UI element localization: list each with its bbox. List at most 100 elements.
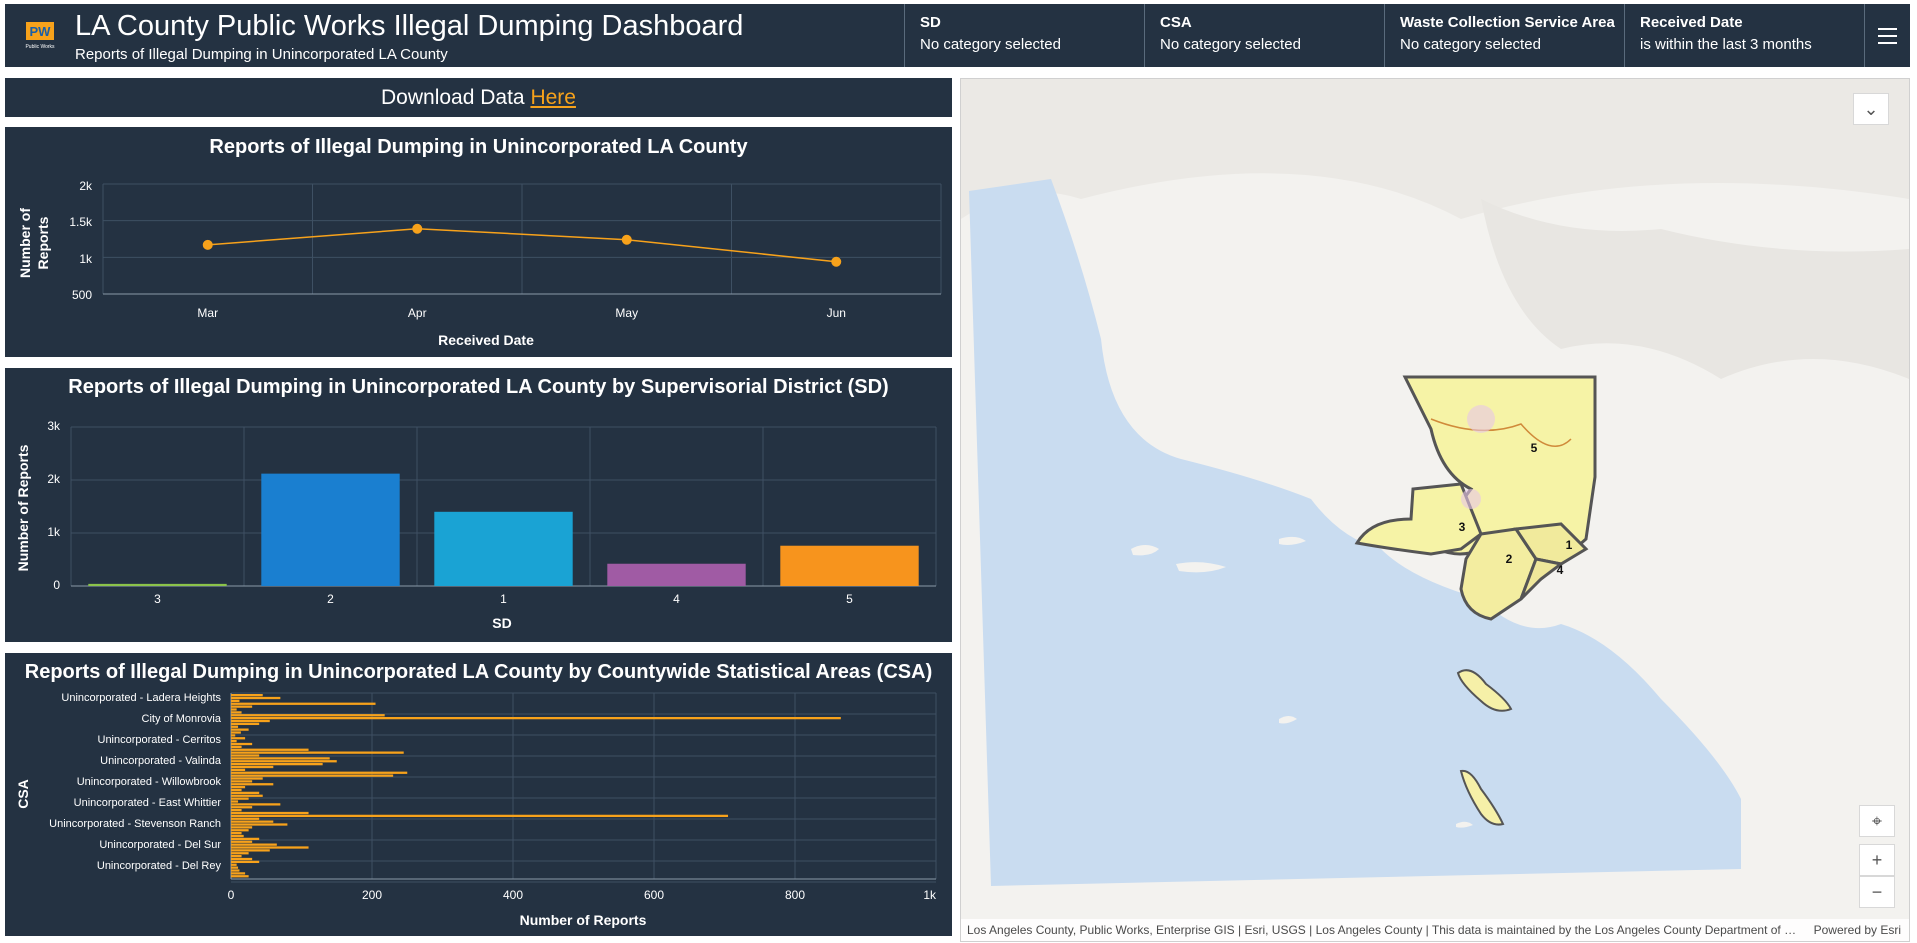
bar[interactable]: [231, 806, 253, 809]
bar[interactable]: [231, 832, 242, 835]
bar[interactable]: [231, 846, 309, 849]
x-axis-label: SD: [492, 615, 511, 631]
bar[interactable]: [231, 837, 260, 841]
map-canvas[interactable]: 5 3 2 1 4: [961, 79, 1909, 941]
bar[interactable]: [231, 826, 253, 829]
category-label: Unincorporated - Willowbrook: [77, 776, 222, 788]
zoom-in-button[interactable]: +: [1859, 844, 1895, 876]
locate-button[interactable]: ⌖: [1859, 805, 1895, 837]
bar[interactable]: [231, 817, 260, 820]
bar[interactable]: [231, 834, 244, 838]
district-label: 5: [1531, 441, 1538, 455]
map-island: [1131, 545, 1159, 556]
district-label: 4: [1557, 563, 1564, 577]
bar[interactable]: [231, 869, 240, 872]
bar[interactable]: [231, 763, 323, 766]
bar[interactable]: [231, 783, 274, 786]
bar[interactable]: [231, 702, 376, 705]
bar[interactable]: [231, 757, 330, 760]
bar[interactable]: [231, 857, 253, 861]
filter-value: No category selected: [920, 36, 1061, 53]
bar[interactable]: [231, 823, 288, 826]
bar[interactable]: [231, 777, 263, 780]
bar[interactable]: [231, 734, 236, 737]
bar[interactable]: [231, 699, 240, 703]
bar[interactable]: [231, 748, 309, 751]
bar[interactable]: [231, 696, 281, 700]
x-tick-label: 1: [500, 592, 507, 606]
y-tick-label: 0: [53, 578, 60, 592]
bar[interactable]: [231, 742, 253, 746]
x-tick-label: 1k: [923, 888, 937, 902]
filter-waste-collection-service-area[interactable]: Waste Collection Service Area No categor…: [1384, 4, 1624, 67]
data-point[interactable]: [412, 223, 423, 234]
bar[interactable]: [231, 765, 274, 769]
bar[interactable]: [231, 809, 242, 812]
bar[interactable]: [231, 855, 242, 858]
filter-sd[interactable]: SD No category selected: [904, 4, 1144, 67]
zoom-out-button[interactable]: −: [1859, 876, 1895, 908]
bar[interactable]: [231, 788, 242, 792]
filter-value: No category selected: [1400, 36, 1541, 53]
bar[interactable]: [231, 722, 260, 726]
bar[interactable]: [231, 754, 260, 757]
y-tick-label: 1k: [47, 525, 61, 539]
bar[interactable]: [231, 800, 239, 803]
bar[interactable]: [231, 860, 260, 864]
bar[interactable]: [231, 794, 263, 797]
category-label: Unincorporated - Valinda: [100, 755, 222, 767]
bar[interactable]: [231, 768, 246, 772]
bar[interactable]: [231, 814, 729, 818]
bar[interactable]: [231, 745, 242, 749]
collapse-button[interactable]: ⌄: [1853, 93, 1889, 125]
data-point[interactable]: [831, 256, 842, 267]
bar[interactable]: [231, 731, 241, 734]
bar[interactable]: [231, 751, 404, 754]
menu-button[interactable]: [1864, 4, 1910, 67]
bar[interactable]: [231, 866, 239, 869]
download-link[interactable]: Here: [530, 86, 576, 109]
bar[interactable]: [231, 740, 237, 743]
bar[interactable]: [231, 863, 237, 866]
bar[interactable]: [231, 774, 394, 777]
bar[interactable]: [434, 511, 573, 586]
bar[interactable]: [231, 725, 239, 728]
bar[interactable]: [231, 786, 246, 789]
bar[interactable]: [231, 708, 237, 711]
powered-by-esri[interactable]: Powered by Esri: [1813, 923, 1901, 937]
bar[interactable]: [231, 714, 385, 717]
bar[interactable]: [231, 719, 270, 723]
bar[interactable]: [231, 840, 253, 843]
filter-csa[interactable]: CSA No category selected: [1144, 4, 1384, 67]
bar[interactable]: [231, 705, 253, 708]
bar[interactable]: [231, 760, 337, 763]
map-district-1: [1513, 522, 1589, 566]
bar[interactable]: [231, 717, 841, 720]
bar[interactable]: [231, 872, 246, 875]
filter-received-date[interactable]: Received Date is within the last 3 month…: [1624, 4, 1865, 67]
bar[interactable]: [231, 820, 274, 823]
data-point[interactable]: [621, 234, 632, 245]
bar[interactable]: [780, 545, 919, 586]
bar[interactable]: [231, 791, 260, 795]
bar[interactable]: [231, 811, 309, 815]
bar[interactable]: [231, 694, 263, 697]
data-point[interactable]: [202, 239, 213, 250]
bar[interactable]: [231, 780, 253, 783]
bar[interactable]: [231, 771, 408, 774]
bar[interactable]: [231, 797, 249, 800]
bar[interactable]: [231, 728, 249, 731]
bar[interactable]: [607, 563, 746, 586]
bar[interactable]: [231, 803, 281, 806]
category-label: Unincorporated - Del Rey: [97, 860, 222, 872]
bar[interactable]: [231, 711, 242, 714]
bar[interactable]: [231, 875, 249, 878]
map-view[interactable]: 5 3 2 1 4 ⌄ ⌖ + − Los Angeles County, Pu…: [960, 78, 1910, 942]
bar[interactable]: [231, 829, 249, 832]
bar[interactable]: [231, 852, 249, 855]
bar[interactable]: [231, 737, 246, 740]
bar[interactable]: [88, 583, 227, 586]
bar[interactable]: [231, 843, 277, 846]
bar[interactable]: [261, 473, 400, 586]
bar[interactable]: [231, 849, 270, 852]
